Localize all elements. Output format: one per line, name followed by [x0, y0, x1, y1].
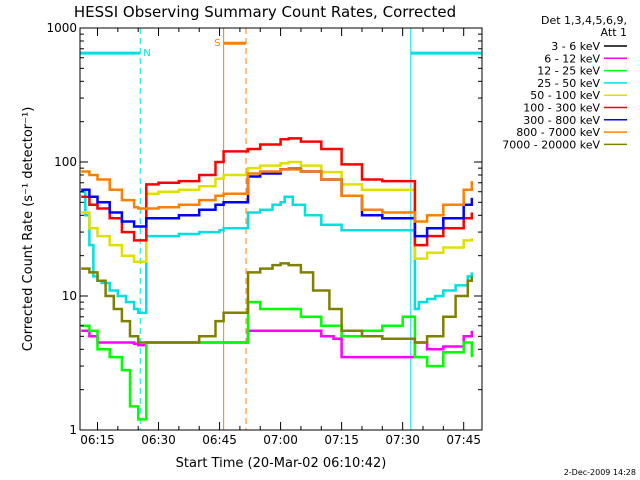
y-tick-label: 100	[54, 155, 77, 169]
x-tick-label: 06:45	[202, 433, 237, 447]
legend-header-line: Det 1,3,4,5,6,9,	[541, 14, 627, 27]
x-tick-label: 07:30	[385, 433, 420, 447]
legend-label: 100 - 300 keV	[523, 102, 600, 115]
event-markers: NS	[79, 28, 483, 430]
legend-label: 12 - 25 keV	[537, 65, 600, 78]
legend-label: 300 - 800 keV	[523, 114, 600, 127]
saa-interval-label: S	[214, 38, 220, 49]
legend-label: 3 - 6 keV	[551, 40, 600, 53]
timestamp: 2-Dec-2009 14:28	[564, 468, 636, 477]
legend-label: 25 - 50 keV	[537, 77, 600, 90]
x-tick-label: 07:15	[324, 433, 359, 447]
legend-header-line: Att 1	[601, 26, 627, 39]
legend-label: 800 - 7000 keV	[516, 126, 600, 139]
series-lines	[81, 137, 474, 421]
series-line-7	[81, 168, 474, 223]
series-line-8	[81, 262, 474, 344]
series-line-2	[81, 300, 474, 421]
legend-label: 6 - 12 keV	[544, 52, 600, 65]
y-tick-label: 10	[62, 289, 77, 303]
series-line-3	[81, 190, 474, 314]
x-tick-label: 06:30	[141, 433, 176, 447]
x-tick-label: 07:45	[446, 433, 481, 447]
x-tick-label: 06:15	[80, 433, 115, 447]
x-axis-label: Start Time (20-Mar-02 06:10:42)	[176, 456, 387, 471]
y-axis: 1 10 100 1000	[46, 21, 482, 437]
legend-label: 50 - 100 keV	[530, 89, 600, 102]
y-tick-label: 1	[69, 423, 77, 437]
y-tick-label: 1000	[46, 21, 77, 35]
x-tick-label: 07:00	[263, 433, 298, 447]
x-axis: 06:15 06:30 06:45 07:00 07:15 07:30 07:45	[80, 28, 481, 447]
series-line-5	[81, 137, 474, 247]
chart-title: HESSI Observing Summary Count Rates, Cor…	[74, 3, 456, 21]
series-line-6	[81, 167, 474, 238]
night-interval-label: N	[143, 48, 150, 59]
y-axis-label: Corrected Count Rate (s⁻¹ detector⁻¹)	[21, 107, 36, 352]
legend-label: 7000 - 20000 keV	[502, 138, 600, 151]
